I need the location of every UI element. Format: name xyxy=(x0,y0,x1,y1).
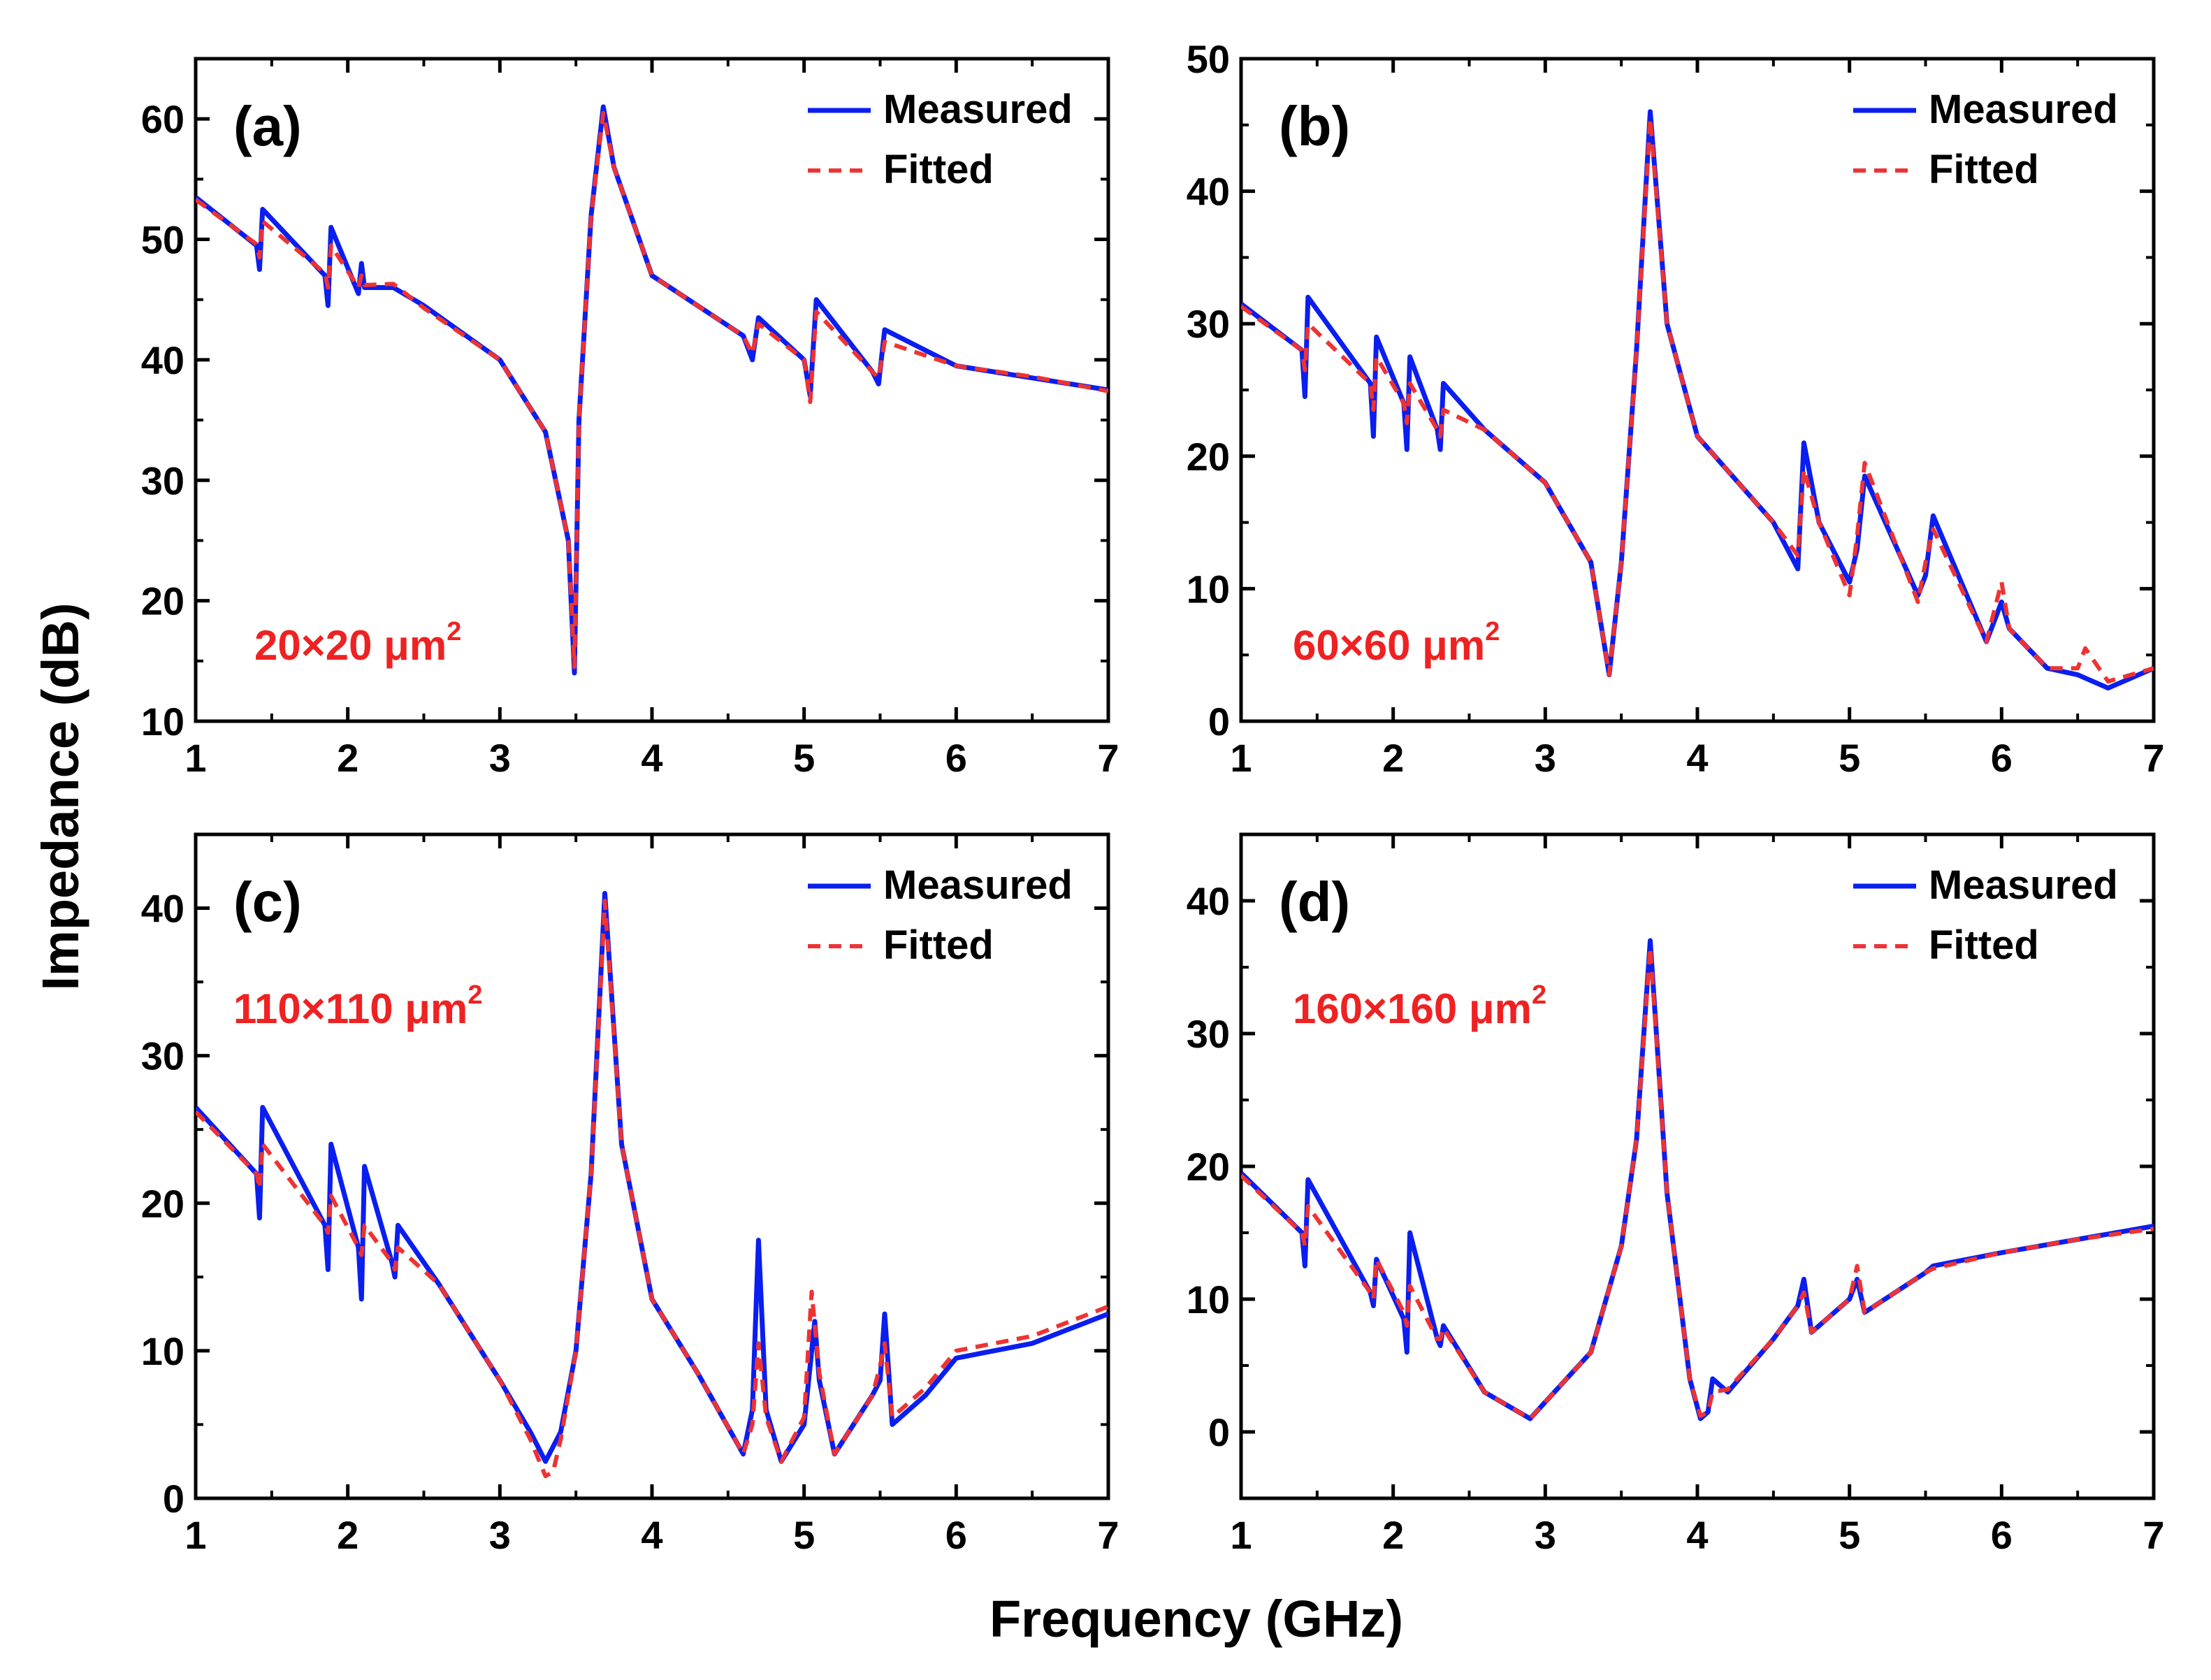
y-tick-label-d: 40 xyxy=(1187,879,1230,923)
y-tick-label-b: 30 xyxy=(1187,302,1230,346)
x-tick-label-c: 6 xyxy=(945,1513,967,1557)
legend-measured-label: Measured xyxy=(883,87,1073,132)
x-tick-label-b: 1 xyxy=(1230,736,1252,780)
series-fitted-d xyxy=(1241,945,2154,1421)
panel-b: 1 2 3 4 5 6 7 0 10 20 30 40 50 Measured Fitted (b) 60×60… xyxy=(1187,37,2165,780)
legend-fitted-label: Fitted xyxy=(1929,922,2039,968)
x-tick-label-a: 1 xyxy=(184,736,206,780)
x-tick-label-d: 3 xyxy=(1535,1513,1556,1557)
y-tick-label-b: 0 xyxy=(1208,700,1230,744)
panel-a: 1 2 3 4 5 6 7 10 20 30 40 50 60 Measured Fitted (a) 20×2… xyxy=(141,57,1119,780)
series-measured-c xyxy=(196,890,1108,1464)
y-tick-label-d: 20 xyxy=(1187,1145,1230,1189)
x-tick-label-a: 4 xyxy=(641,736,662,780)
legend-fitted-label: Fitted xyxy=(883,147,994,192)
x-tick-label-a: 6 xyxy=(945,736,967,780)
x-tick-label-a: 3 xyxy=(489,736,511,780)
x-tick-label-d: 4 xyxy=(1686,1513,1708,1557)
x-tick-label-c: 7 xyxy=(1097,1513,1119,1557)
panel-c: 1 2 3 4 5 6 7 0 10 20 30 40 Measured Fitted (c) 110×110… xyxy=(141,832,1119,1557)
legend-fitted-label: Fitted xyxy=(883,922,994,968)
size-annotation-b: 60×60 μm2 xyxy=(1293,617,1500,669)
x-tick-label-b: 3 xyxy=(1535,736,1556,780)
y-tick-label-c: 20 xyxy=(141,1182,184,1226)
series-measured-d xyxy=(1241,938,2154,1421)
panel-label-c: (c) xyxy=(233,871,302,933)
x-axis-label: Frequency (GHz) xyxy=(989,1590,1403,1648)
panel-label-a: (a) xyxy=(233,95,302,157)
y-tick-label-a: 20 xyxy=(141,579,184,623)
size-annotation-c: 110×110 μm2 xyxy=(233,980,483,1032)
y-tick-label-b: 40 xyxy=(1187,170,1230,214)
x-tick-label-a: 2 xyxy=(337,736,358,780)
size-annotation-sup: 2 xyxy=(467,980,482,1010)
panel-d: 1 2 3 4 5 6 7 0 10 20 30 40 Measured Fitted (d) 160×160… xyxy=(1187,832,2165,1557)
x-tick-label-c: 3 xyxy=(489,1513,511,1557)
size-annotation-sup: 2 xyxy=(447,617,461,646)
size-annotation-d: 160×160 μm2 xyxy=(1293,980,1546,1032)
series-measured-a xyxy=(196,104,1108,676)
y-tick-label-d: 10 xyxy=(1187,1277,1230,1321)
x-tick-label-b: 4 xyxy=(1686,736,1708,780)
legend-fitted-label: Fitted xyxy=(1929,147,2039,192)
x-tick-label-c: 2 xyxy=(337,1513,358,1557)
x-tick-label-a: 7 xyxy=(1097,736,1119,780)
legend-measured-label: Measured xyxy=(1929,87,2118,132)
x-tick-label-d: 6 xyxy=(1991,1513,2013,1557)
series-measured-b xyxy=(1241,109,2154,691)
x-tick-label-a: 5 xyxy=(793,736,815,780)
y-tick-label-b: 10 xyxy=(1187,567,1230,611)
y-tick-label-c: 10 xyxy=(141,1329,184,1373)
y-tick-label-a: 30 xyxy=(141,458,184,502)
size-annotation-sup: 2 xyxy=(1532,980,1546,1010)
panel-label-b: (b) xyxy=(1279,95,1350,157)
x-tick-label-c: 1 xyxy=(184,1513,206,1557)
y-tick-label-c: 40 xyxy=(141,887,184,931)
x-tick-label-d: 7 xyxy=(2143,1513,2164,1557)
series-fitted-a xyxy=(196,110,1108,669)
series-fitted-c xyxy=(196,899,1108,1479)
y-tick-label-a: 50 xyxy=(141,218,184,262)
legend-measured-label: Measured xyxy=(883,862,1073,908)
y-tick-label-c: 0 xyxy=(163,1477,184,1521)
x-tick-label-b: 2 xyxy=(1382,736,1404,780)
x-tick-label-d: 1 xyxy=(1230,1513,1252,1557)
y-tick-label-a: 40 xyxy=(141,338,184,382)
series-fitted-b xyxy=(1241,116,2154,684)
y-tick-label-a: 10 xyxy=(141,700,184,744)
x-tick-label-c: 5 xyxy=(793,1513,815,1557)
x-tick-label-c: 4 xyxy=(641,1513,662,1557)
y-tick-label-c: 30 xyxy=(141,1034,184,1078)
legend-measured-label: Measured xyxy=(1929,862,2118,908)
x-tick-label-d: 2 xyxy=(1382,1513,1404,1557)
y-tick-label-d: 30 xyxy=(1187,1012,1230,1056)
y-axis-label: Impedance (dB) xyxy=(31,602,89,990)
y-tick-label-d: 0 xyxy=(1208,1410,1230,1454)
x-tick-label-b: 6 xyxy=(1991,736,2013,780)
panel-label-d: (d) xyxy=(1279,871,1350,933)
size-annotation-a: 20×20 μm2 xyxy=(254,617,461,669)
y-tick-label-a: 60 xyxy=(141,97,184,141)
y-tick-label-b: 20 xyxy=(1187,435,1230,479)
x-tick-label-d: 5 xyxy=(1839,1513,1860,1557)
x-tick-label-b: 7 xyxy=(2143,736,2164,780)
x-tick-label-b: 5 xyxy=(1839,736,1860,780)
size-annotation-sup: 2 xyxy=(1485,617,1500,646)
y-tick-label-b: 50 xyxy=(1187,37,1230,81)
